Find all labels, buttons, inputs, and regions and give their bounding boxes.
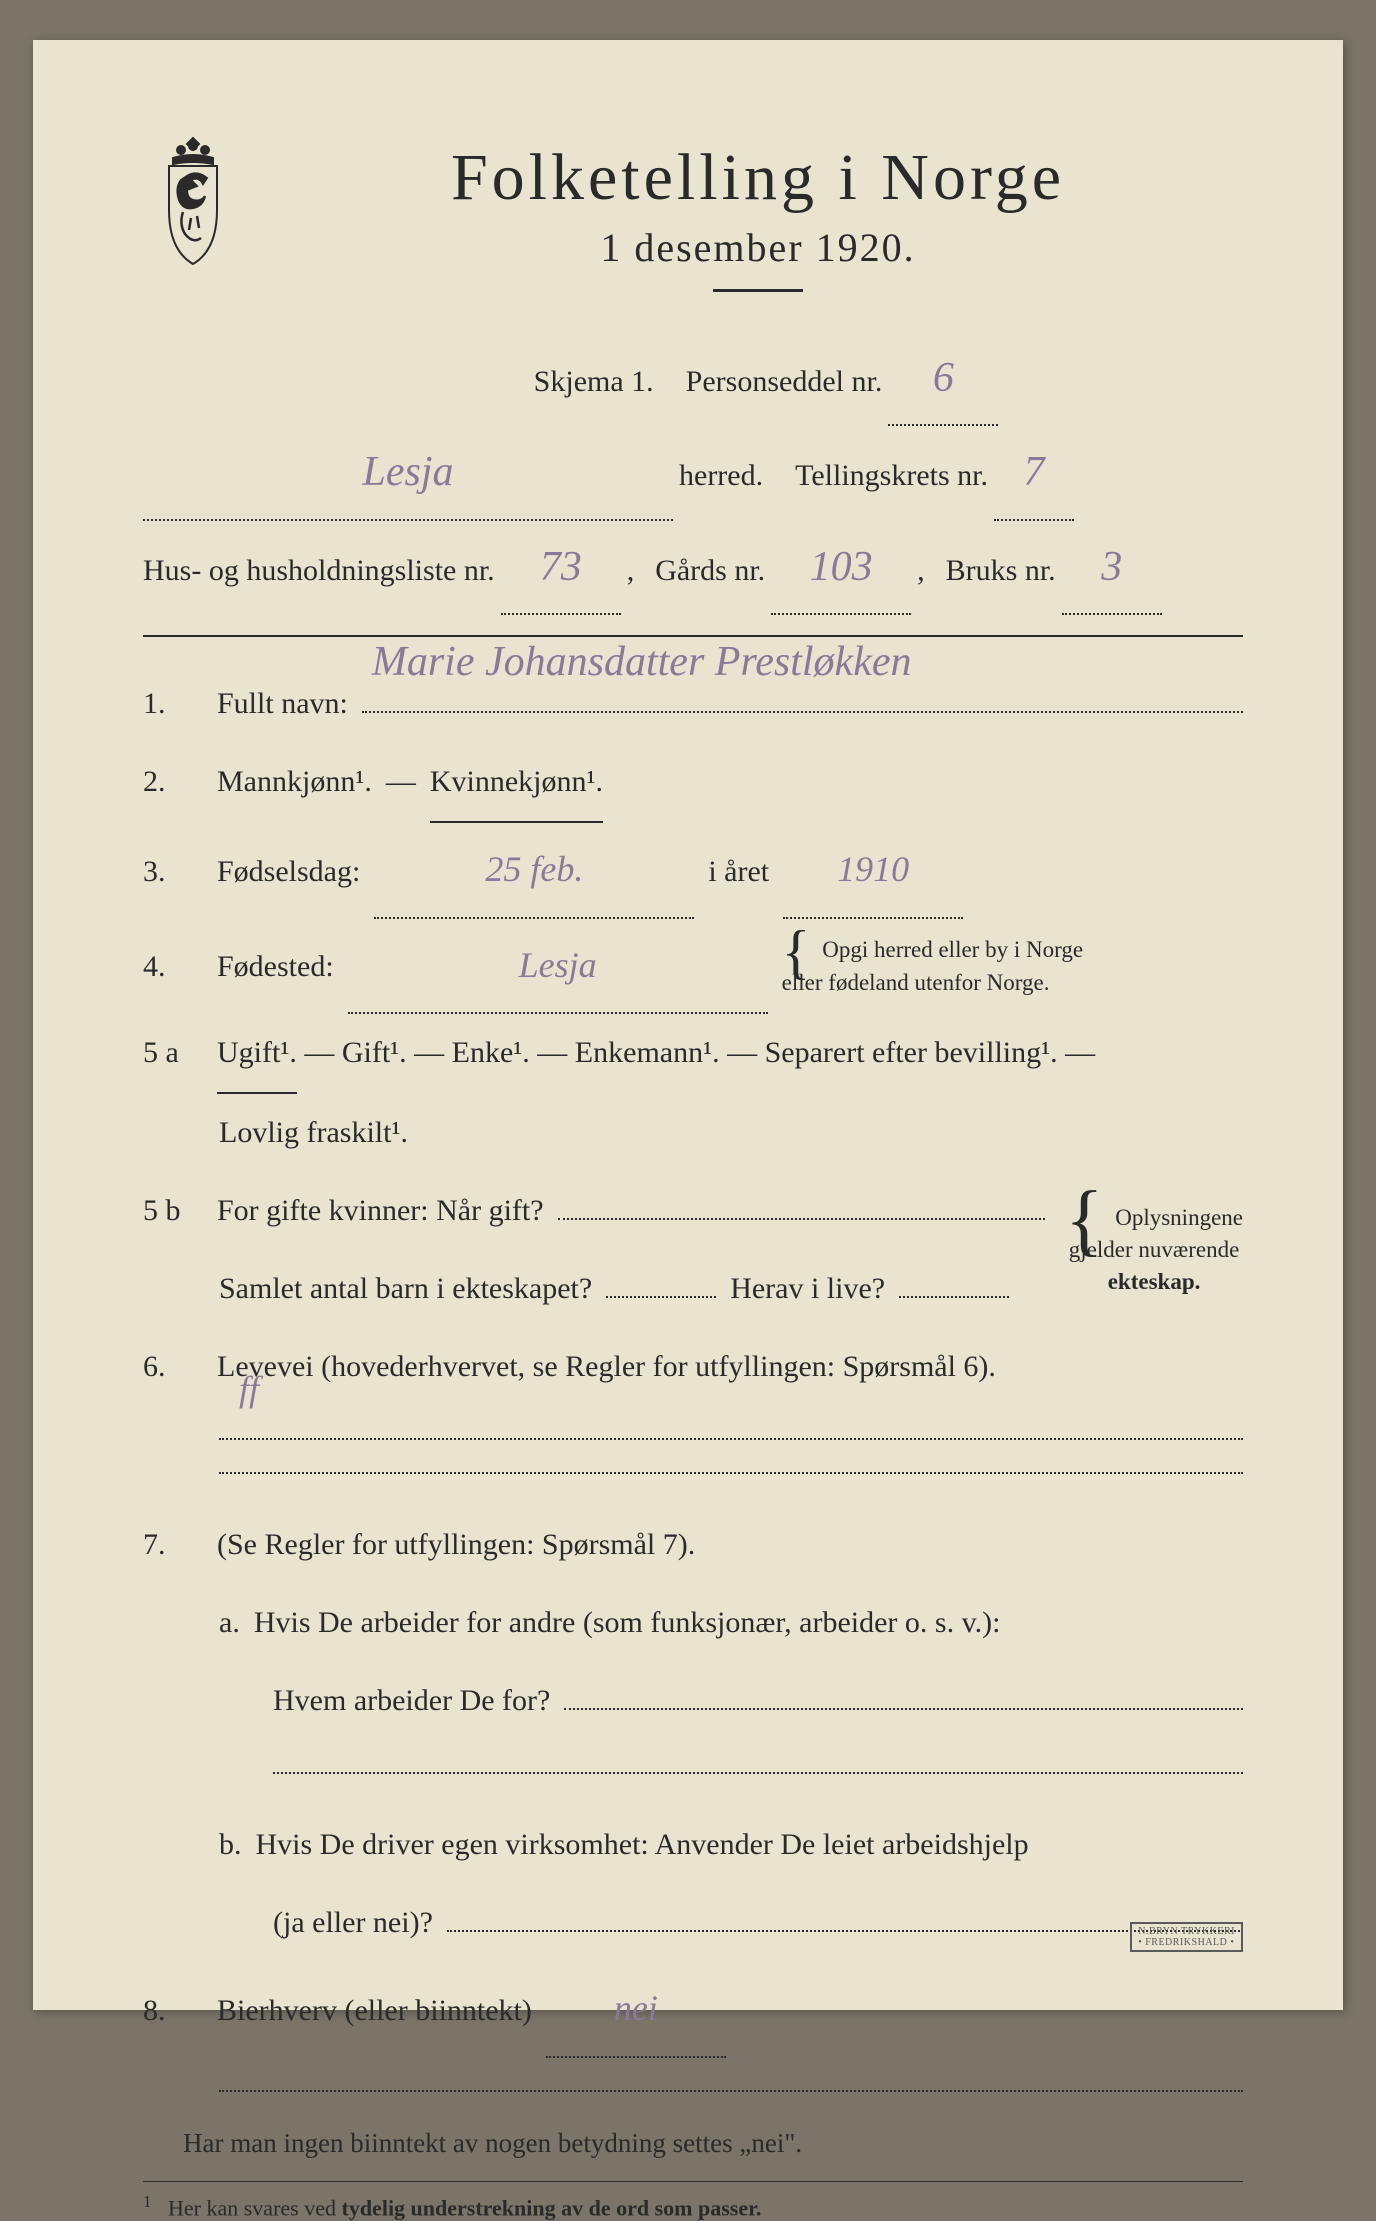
q7-row: 7. (Se Regler for utfyllingen: Spørsmål … [143, 1506, 1243, 1584]
tellingskrets-nr: 7 [1024, 449, 1045, 495]
q4-note-l1: Opgi herred eller by i Norge [822, 937, 1083, 962]
q8-num: 8. [143, 1972, 203, 2050]
q6-value: ff [239, 1343, 259, 1437]
q5b-note-l3: ekteskap. [1108, 1269, 1201, 1294]
q6-row: 6. Levevei (hovederhvervet, se Regler fo… [143, 1328, 1243, 1406]
q5b-l2a: Samlet antal barn i ekteskapet? [219, 1250, 592, 1328]
q3-label: Fødselsdag: [217, 833, 360, 911]
q5b-note-l2: gjelder nuværende [1069, 1237, 1240, 1262]
personseddel-nr: 6 [933, 355, 954, 401]
meta-block: Skjema 1. Personseddel nr. 6 Lesja herre… [143, 332, 1243, 615]
footnote-rule [143, 2181, 1243, 2182]
q2-num: 2. [143, 743, 203, 821]
q2-sep: — [386, 743, 416, 821]
q5a-row2: Lovlig fraskilt¹. [143, 1094, 1243, 1172]
q5b-note: Oplysningene gjelder nuværende ekteskap. [1065, 1202, 1243, 1299]
husliste-label: Hus- og husholdningsliste nr. [143, 538, 495, 604]
q1-row: 1. Fullt navn: Marie Johansdatter Prestl… [143, 665, 1243, 743]
q5b-l1a: For gifte kvinner: Når gift? [217, 1172, 544, 1250]
q6-label: Levevei (hovederhvervet, se Regler for u… [217, 1328, 996, 1406]
q7b-num: b. [143, 1806, 242, 1884]
husliste-nr: 73 [540, 544, 582, 590]
q1-num: 1. [143, 665, 203, 743]
q7b-row: b. Hvis De driver egen virksomhet: Anven… [143, 1806, 1243, 1884]
skjema-label: Skjema 1. [534, 349, 654, 415]
coat-of-arms-icon [143, 130, 243, 270]
q6-num: 6. [143, 1328, 203, 1406]
q7a-l1: Hvis De arbeider for andre (som funksjon… [254, 1584, 1001, 1662]
q5a-num: 5 a [143, 1014, 203, 1092]
q5b-block: 5 b For gifte kvinner: Når gift? Samlet … [143, 1172, 1243, 1328]
q4-num: 4. [143, 928, 203, 1006]
q3-num: 3. [143, 833, 203, 911]
q8-label: Bierhverv (eller biinntekt) [217, 1972, 532, 2050]
q4-label: Fødested: [217, 928, 334, 1006]
q1-label: Fullt navn: [217, 665, 348, 743]
q5b-note-l1: Oplysningene [1115, 1205, 1243, 1230]
bruks-label: Bruks nr. [946, 538, 1056, 604]
q4-row: 4. Fødested: Lesja Opgi herred eller by … [143, 919, 1243, 1015]
q7a-row: a. Hvis De arbeider for andre (som funks… [143, 1584, 1243, 1662]
bottom-note: Har man ingen biinntekt av nogen betydni… [143, 2128, 1243, 2159]
q7a-row2: Hvem arbeider De for? [143, 1662, 1243, 1740]
q7b-row2: (ja eller nei)? [143, 1884, 1243, 1962]
gards-nr: 103 [810, 544, 873, 590]
gards-label: Gårds nr. [655, 538, 765, 604]
header: Folketelling i Norge 1 desember 1920. [143, 130, 1243, 292]
q7a-l2: Hvem arbeider De for? [273, 1662, 550, 1740]
census-form-page: Folketelling i Norge 1 desember 1920. Sk… [33, 40, 1343, 2010]
footnote-text: Her kan svares ved tydelig understreknin… [168, 2195, 761, 2220]
q5a-ugift: Ugift¹. [217, 1014, 297, 1094]
q5b-l2b: Herav i live? [730, 1250, 885, 1328]
q4-note: Opgi herred eller by i Norge eller fødel… [782, 934, 1083, 998]
q5a-gift: Gift¹. [342, 1036, 407, 1069]
subtitle: 1 desember 1920. [273, 224, 1243, 271]
q5a-separert: Separert efter bevilling¹. [765, 1036, 1058, 1069]
q3-day: 25 feb. [485, 849, 583, 889]
q4-value: Lesja [519, 945, 597, 985]
q7b-l2: (ja eller nei)? [273, 1884, 433, 1962]
title-block: Folketelling i Norge 1 desember 1920. [273, 130, 1243, 292]
tellingskrets-label: Tellingskrets nr. [795, 443, 988, 509]
questions: 1. Fullt navn: Marie Johansdatter Prestl… [143, 665, 1243, 2092]
footnote: 1 Her kan svares ved tydelig understrekn… [143, 2192, 1243, 2221]
q3-year: 1910 [837, 849, 909, 889]
q8-value: nei [614, 1988, 658, 2028]
q5a-row: 5 a Ugift¹. — Gift¹. — Enke¹. — Enkemann… [143, 1014, 1243, 1094]
herred-value: Lesja [362, 449, 453, 495]
q4-note-l2: eller fødeland utenfor Norge. [782, 970, 1050, 995]
title-rule [713, 289, 803, 292]
q8-row: 8. Bierhverv (eller biinntekt) nei [143, 1962, 1243, 2058]
q3-year-label: i året [708, 833, 769, 911]
q2-row: 2. Mannkjønn¹. — Kvinnekjønn¹. [143, 743, 1243, 823]
q5b-num: 5 b [143, 1172, 203, 1250]
herred-label: herred. [679, 443, 763, 509]
q3-row: 3. Fødselsdag: 25 feb. i året 1910 [143, 823, 1243, 919]
q7b-l1: Hvis De driver egen virksomhet: Anvender… [256, 1806, 1029, 1884]
q5a-fraskilt: Lovlig fraskilt¹. [219, 1094, 408, 1172]
q5a-enke: Enke¹. [452, 1036, 530, 1069]
q7-label: (Se Regler for utfyllingen: Spørsmål 7). [217, 1506, 695, 1584]
q1-value: Marie Johansdatter Prestløkken [372, 608, 912, 717]
q7-num: 7. [143, 1506, 203, 1584]
q2-mann: Mannkjønn¹. [217, 743, 372, 821]
bruks-nr: 3 [1101, 544, 1122, 590]
q7a-num: a. [143, 1584, 240, 1662]
stamp-l1: N.BRYN TRYKKERI [1138, 1926, 1235, 1937]
stamp-l2: • FREDRIKSHALD • [1138, 1937, 1235, 1948]
main-title: Folketelling i Norge [273, 140, 1243, 216]
personseddel-label: Personseddel nr. [686, 349, 883, 415]
printer-stamp: N.BRYN TRYKKERI • FREDRIKSHALD • [1130, 1922, 1243, 1952]
q5a-enkemann: Enkemann¹. [575, 1036, 720, 1069]
q2-kvinne: Kvinnekjønn¹. [430, 743, 603, 823]
footnote-sup: 1 [143, 2192, 152, 2211]
